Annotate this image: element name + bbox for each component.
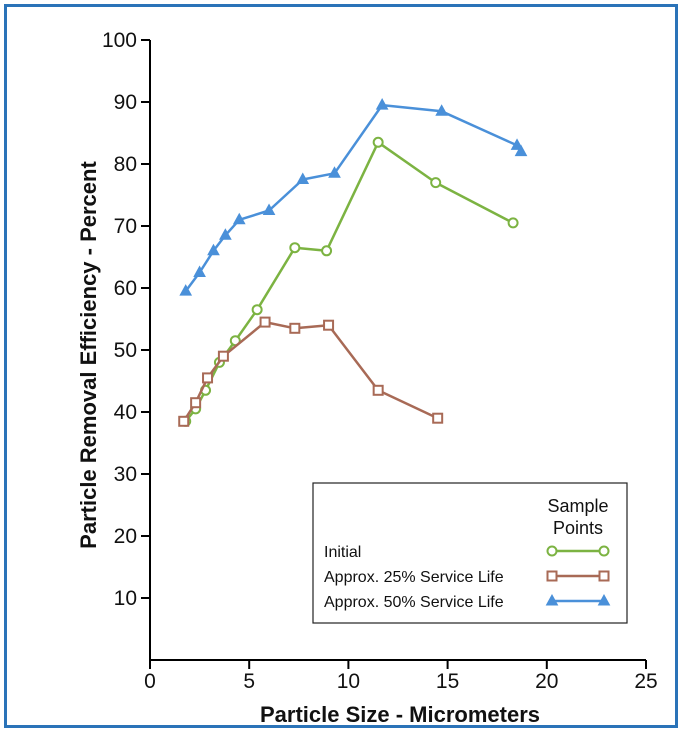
- series-2: [179, 98, 528, 296]
- x-tick-label: 5: [243, 670, 255, 693]
- data-point: [321, 245, 333, 257]
- legend-label: Approx. 25% Service Life: [324, 569, 504, 586]
- y-tick-label: 10: [114, 587, 137, 610]
- x-tick-label: 15: [436, 670, 459, 693]
- series-line: [184, 103, 523, 292]
- series-line: [184, 141, 514, 423]
- series-0: [180, 136, 519, 427]
- data-point: [289, 242, 301, 254]
- data-point: [507, 217, 519, 229]
- data-point: [372, 384, 384, 396]
- y-tick-label: 20: [114, 525, 137, 548]
- data-point: [178, 415, 190, 427]
- data-point: [232, 212, 246, 225]
- legend-marker: [597, 593, 611, 606]
- data-point: [251, 304, 263, 316]
- data-point: [430, 177, 442, 189]
- y-tick-label: 60: [114, 277, 137, 300]
- x-tick-label: 20: [535, 670, 558, 693]
- data-point: [193, 265, 206, 277]
- legend-marker: [546, 570, 558, 582]
- legend-label: Approx. 50% Service Life: [324, 594, 504, 611]
- y-tick-label: 40: [114, 401, 137, 424]
- data-point: [259, 316, 271, 328]
- data-point: [207, 243, 220, 256]
- y-tick-label: 30: [114, 463, 137, 486]
- legend-marker: [546, 545, 558, 557]
- data-point: [179, 284, 193, 296]
- legend: Sample Points Initial Approx. 25% Service…: [312, 482, 628, 624]
- series-layer: [178, 98, 528, 427]
- x-tick-label: 10: [337, 670, 360, 693]
- x-ticks: 0 5 10 15 20 25: [144, 660, 658, 693]
- y-tick-label: 100: [102, 29, 137, 52]
- data-point: [432, 412, 444, 424]
- data-point: [289, 322, 301, 334]
- legend-box: [312, 482, 628, 624]
- x-tick-label: 25: [634, 670, 657, 693]
- data-point: [217, 350, 229, 362]
- data-point: [328, 166, 341, 178]
- legend-marker: [598, 570, 610, 582]
- legend-marker: [598, 545, 610, 557]
- data-point: [190, 397, 202, 409]
- x-axis-title: Particle Size - Micrometers: [260, 702, 540, 727]
- data-point: [202, 372, 214, 384]
- y-tick-label: 90: [114, 91, 137, 114]
- legend-label: Initial: [324, 544, 361, 561]
- legend-header-sample: Sample: [547, 496, 608, 516]
- data-point: [323, 319, 335, 331]
- legend-entries: Initial Approx. 25% Service Life Approx. 5…: [324, 544, 611, 611]
- data-point: [435, 104, 448, 116]
- data-point: [296, 172, 310, 184]
- y-tick-label: 50: [114, 339, 137, 362]
- x-tick-label: 0: [144, 670, 156, 693]
- y-tick-label: 70: [114, 215, 137, 238]
- y-ticks: 10 20 30 40 50 60 70 80 90 100: [102, 29, 150, 610]
- data-point: [514, 144, 528, 157]
- legend-marker: [545, 593, 559, 606]
- data-point: [375, 98, 389, 110]
- y-axis-title: Particle Removal Efficiency - Percent: [76, 161, 101, 549]
- series-line: [182, 320, 439, 422]
- series-1: [178, 316, 444, 427]
- y-tick-label: 80: [114, 153, 137, 176]
- data-point: [219, 228, 232, 240]
- data-point: [372, 136, 384, 148]
- data-point: [262, 203, 276, 215]
- legend-header-points: Points: [553, 518, 603, 538]
